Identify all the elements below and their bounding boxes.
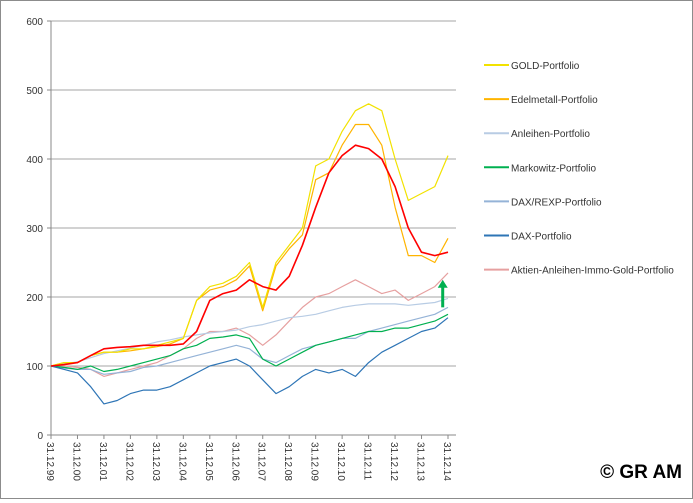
x-tick-label: 31.12.00 — [70, 442, 81, 481]
copyright-label: © GR AM — [600, 462, 682, 483]
x-tick-label: 31.12.03 — [150, 442, 161, 481]
series-line-gold-portfolio — [50, 103, 449, 367]
x-tick-label: 31.12.06 — [229, 442, 240, 481]
gridlines — [51, 20, 456, 367]
x-tick-label: 31.12.13 — [415, 442, 426, 481]
legend-label: Markowitz-Portfolio — [511, 163, 596, 174]
y-tick-label: 200 — [26, 293, 43, 304]
arrow-up-icon — [437, 279, 448, 288]
y-tick-label: 300 — [26, 224, 43, 235]
y-tick-label: 400 — [26, 155, 43, 166]
x-tick-label: 31.12.11 — [362, 442, 373, 481]
x-tick-label: 31.12.12 — [388, 442, 399, 481]
x-tick-label: 31.12.14 — [441, 442, 452, 481]
annotations — [437, 279, 448, 308]
x-tick-label: 31.12.09 — [309, 442, 320, 481]
series-line-anleihen-portfolio — [50, 297, 449, 367]
series-line-aktien-anleihen-immo-gold-portfolio — [51, 272, 449, 377]
series-line-dax-portfolio — [50, 317, 449, 405]
series-line-trend-line — [50, 144, 449, 367]
y-tick-label: 600 — [26, 17, 43, 28]
x-tick-label: 31.12.01 — [97, 442, 108, 481]
x-tick-label: 31.12.99 — [44, 442, 55, 481]
y-tick-label: 500 — [26, 86, 43, 97]
x-tick-label: 31.12.04 — [176, 442, 187, 481]
legend-label: DAX-Portfolio — [511, 232, 572, 243]
x-tick-label: 31.12.05 — [203, 442, 214, 481]
y-tick-label: 0 — [37, 431, 43, 442]
x-tick-label: 31.12.02 — [123, 442, 134, 481]
series-line-markowitz-portfolio — [50, 313, 449, 373]
series-lines — [50, 103, 449, 405]
legend-label: Anleihen-Portfolio — [511, 129, 590, 140]
y-axis: 0 100 200 300 400 500 600 — [26, 17, 52, 442]
legend-label: DAX/REXP-Portfolio — [511, 197, 602, 208]
x-tick-label: 31.12.08 — [282, 442, 293, 481]
legend-label: GOLD-Portfolio — [511, 61, 580, 72]
series-line-dax-rexp-portfolio — [50, 306, 449, 375]
y-tick-label: 100 — [26, 362, 43, 373]
x-tick-label: 31.12.07 — [256, 442, 267, 481]
legend-label: Edelmetall-Portfolio — [511, 95, 598, 106]
x-tick-label: 31.12.10 — [335, 442, 346, 481]
legend-label: Aktien-Anleihen-Immo-Gold-Portfolio — [511, 266, 674, 277]
legend: GOLD-Portfolio Edelmetall-Portfolio Anleih… — [484, 61, 674, 277]
x-axis: 31.12.99 31.12.00 31.12.01 31.12.02 31.12.03… — [44, 434, 456, 481]
